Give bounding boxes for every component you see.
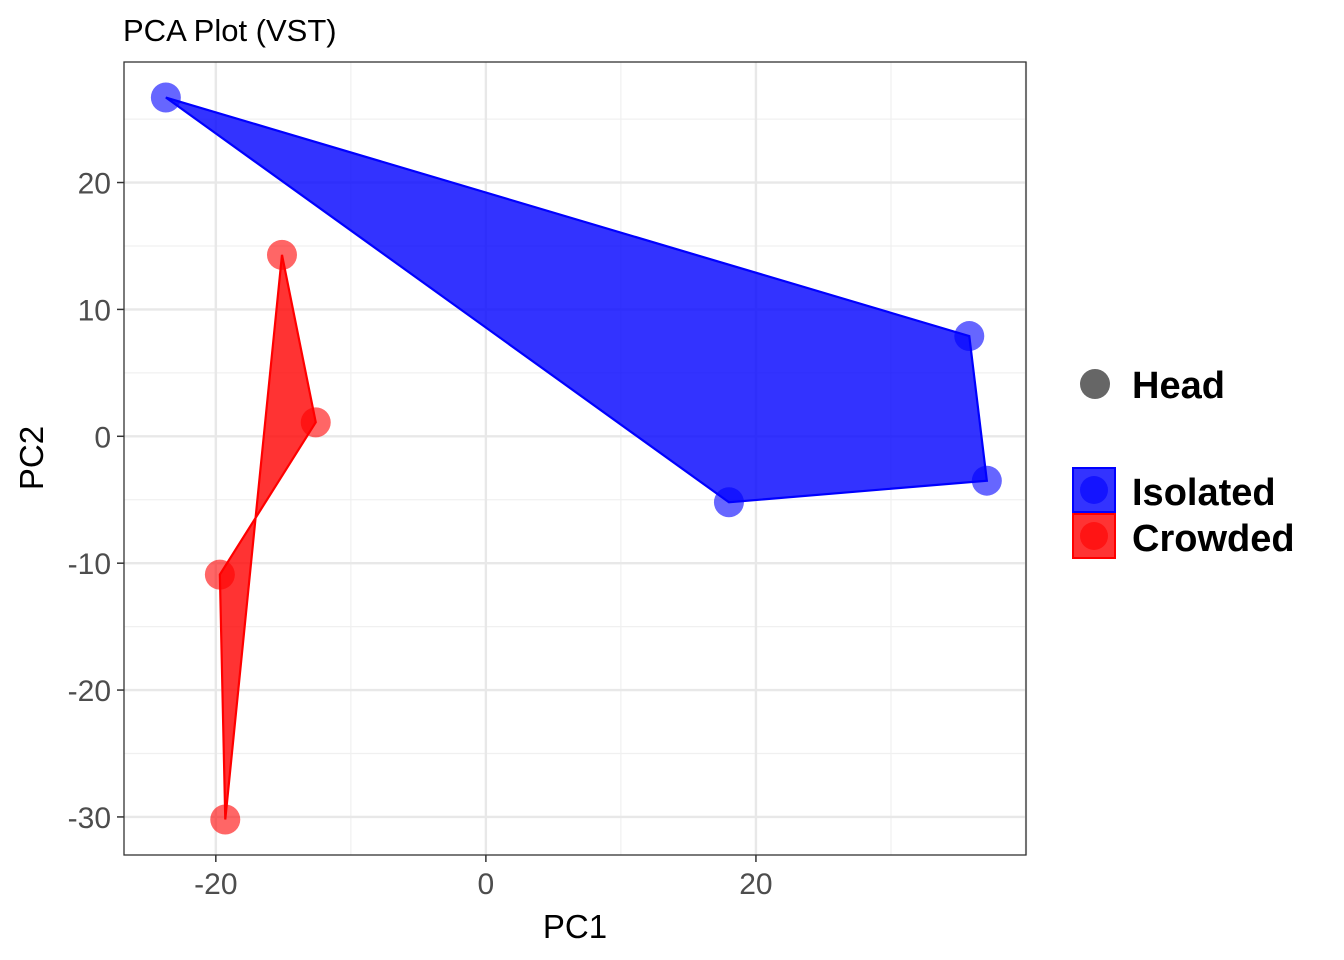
plot-panel-border [123, 61, 1027, 856]
data-point-isolated [954, 321, 985, 352]
chart-title: PCA Plot (VST) [123, 13, 337, 48]
data-point-isolated [713, 487, 744, 518]
y-tick-label: -20 [68, 675, 111, 708]
y-tick-label: 10 [78, 294, 111, 327]
data-points [150, 82, 1002, 835]
x-tick-label: -20 [194, 868, 237, 901]
y-tick-label: -10 [68, 548, 111, 581]
legend-key-point-crowded [1080, 522, 1108, 550]
legend-label-crowded: Crowded [1132, 518, 1295, 560]
data-point-crowded [204, 559, 235, 590]
data-point-crowded [266, 239, 297, 270]
x-tick-label: 0 [478, 868, 495, 901]
legend-key-point-isolated [1080, 476, 1108, 504]
data-point-isolated [971, 465, 1002, 496]
data-point-isolated [150, 82, 181, 113]
x-axis-title: PC1 [543, 908, 607, 945]
y-tick-label: -30 [68, 802, 111, 835]
data-point-crowded [300, 407, 331, 438]
y-tick-label: 20 [78, 168, 111, 201]
y-axis-title: PC2 [13, 426, 50, 490]
axis-ticks: -20 0 20 -30 -20 -10 0 10 20 [68, 168, 773, 901]
y-tick-label: 0 [94, 421, 111, 454]
legend-head-key [1080, 369, 1110, 399]
legend-head-label: Head [1132, 365, 1225, 407]
x-tick-label: 20 [739, 868, 772, 901]
data-point-crowded [210, 804, 241, 835]
legend-label-isolated: Isolated [1132, 472, 1276, 514]
